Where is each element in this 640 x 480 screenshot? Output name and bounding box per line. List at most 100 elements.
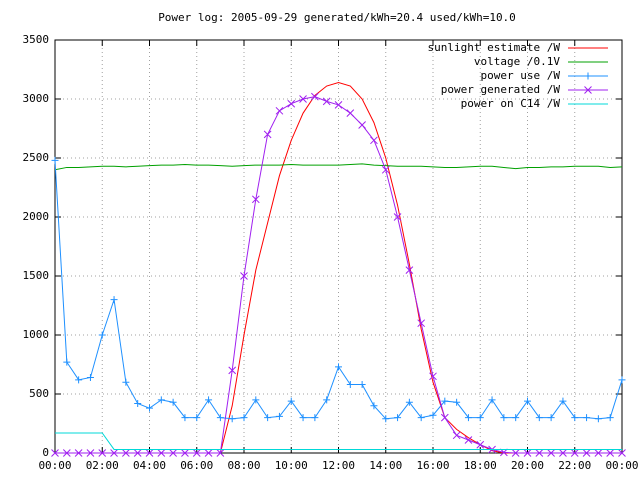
marker [393, 213, 402, 221]
marker [464, 414, 472, 422]
y-tick-label: 1000 [23, 328, 50, 341]
legend-label: power on C14 /W [461, 97, 561, 110]
marker [169, 398, 177, 406]
marker [146, 404, 153, 412]
marker [240, 272, 248, 280]
marker [335, 363, 342, 371]
marker [441, 397, 449, 405]
marker [571, 414, 579, 422]
marker [145, 449, 154, 457]
marker [440, 413, 449, 422]
marker [370, 402, 378, 410]
marker [334, 101, 343, 109]
marker [618, 449, 626, 457]
y-tick-label: 500 [29, 387, 49, 400]
marker [192, 449, 201, 457]
marker [311, 92, 319, 101]
marker [51, 156, 59, 164]
marker [346, 381, 354, 389]
marker [523, 449, 532, 457]
plot-border [54, 39, 623, 454]
legend-label: power generated /W [441, 83, 561, 96]
marker [51, 449, 59, 457]
x-tick-label: 14:00 [369, 459, 402, 472]
marker [311, 414, 319, 422]
series-line [55, 432, 622, 450]
marker [582, 449, 591, 457]
x-tick-label: 02:00 [86, 459, 119, 472]
marker [98, 449, 107, 457]
y-tick-label: 0 [42, 446, 49, 459]
marker [287, 99, 296, 108]
marker [205, 396, 213, 404]
marker [500, 414, 508, 422]
y-tick-label: 3000 [23, 92, 50, 105]
marker [382, 415, 390, 423]
chart-title: Power log: 2005-09-29 generated/kWh=20.4… [158, 11, 516, 24]
marker [228, 415, 236, 423]
marker [500, 448, 508, 457]
marker [358, 121, 366, 129]
marker [394, 414, 402, 422]
y-tick-label: 2500 [23, 151, 50, 164]
marker [405, 398, 413, 406]
x-tick-label: 16:00 [416, 459, 449, 472]
marker [511, 449, 520, 457]
marker [559, 397, 567, 405]
marker [216, 449, 225, 457]
marker [570, 449, 579, 457]
marker [157, 396, 165, 404]
x-tick-label: 12:00 [322, 459, 355, 472]
marker [405, 266, 414, 274]
marker [594, 415, 602, 423]
marker [169, 449, 177, 457]
marker [216, 414, 224, 422]
x-tick-label: 10:00 [275, 459, 308, 472]
marker [86, 373, 94, 381]
marker [429, 411, 437, 419]
marker [547, 414, 555, 422]
marker [417, 414, 425, 422]
marker [63, 358, 71, 366]
marker [381, 165, 390, 174]
x-tick-label: 22:00 [558, 459, 591, 472]
marker [606, 449, 615, 457]
marker [535, 449, 544, 457]
marker [488, 396, 496, 404]
x-tick-label: 00:00 [605, 459, 638, 472]
legend-label: power use /W [481, 69, 561, 82]
marker [618, 376, 626, 384]
marker [417, 319, 426, 328]
marker [263, 130, 272, 139]
legend-label: voltage /0.1V [474, 55, 560, 68]
marker [157, 449, 166, 457]
x-tick-label: 20:00 [511, 459, 544, 472]
marker [535, 414, 543, 422]
marker [275, 412, 283, 420]
x-tick-label: 00:00 [38, 459, 71, 472]
y-tick-label: 2000 [23, 210, 50, 223]
marker [512, 414, 520, 422]
marker [122, 449, 130, 457]
marker [606, 414, 614, 422]
marker [204, 449, 213, 457]
marker [476, 414, 484, 422]
marker [193, 414, 201, 422]
marker [559, 449, 567, 457]
marker [346, 109, 355, 118]
marker [584, 72, 592, 80]
marker [452, 431, 461, 440]
marker [275, 106, 284, 115]
series-line [54, 163, 623, 171]
x-tick-label: 18:00 [464, 459, 497, 472]
marker [86, 449, 95, 457]
marker [181, 414, 189, 422]
marker [323, 396, 331, 404]
marker [299, 414, 307, 422]
marker [322, 97, 331, 106]
marker [358, 381, 366, 389]
marker [251, 195, 260, 204]
x-tick-label: 04:00 [133, 459, 166, 472]
